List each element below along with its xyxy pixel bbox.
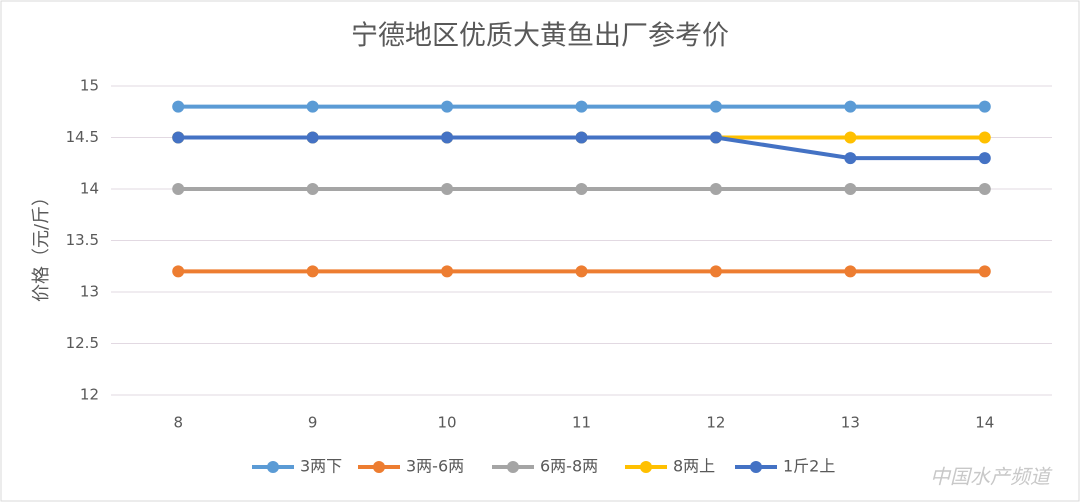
data-point: [306, 100, 319, 113]
legend-marker: [267, 461, 279, 473]
y-axis-label: 价格（元/斤）: [31, 188, 52, 302]
legend-marker: [507, 461, 519, 473]
data-point: [844, 265, 857, 278]
x-tick-label: 9: [308, 414, 318, 432]
data-point: [306, 265, 319, 278]
legend-label: 3两下: [300, 457, 342, 476]
x-tick-label: 12: [706, 414, 725, 432]
x-tick-label: 13: [841, 414, 860, 432]
legend-label: 3两-6两: [406, 457, 464, 476]
data-point: [575, 183, 588, 195]
legend-label: 6两-8两: [540, 457, 598, 476]
data-point: [978, 183, 991, 195]
legend-marker: [640, 461, 652, 473]
y-tick-label: 13.5: [66, 231, 99, 249]
y-tick-label: 14: [80, 180, 99, 198]
data-point: [844, 183, 857, 195]
y-tick-label: 12.5: [66, 334, 99, 352]
y-tick-label: 13: [80, 283, 99, 301]
data-point: [709, 183, 722, 195]
data-point: [844, 131, 857, 144]
data-point: [575, 131, 588, 144]
data-point: [441, 100, 454, 113]
data-point: [978, 152, 991, 165]
data-point: [844, 100, 857, 113]
data-point: [172, 100, 185, 113]
data-point: [709, 265, 722, 278]
data-point: [172, 183, 185, 195]
data-point: [172, 131, 185, 144]
data-point: [306, 131, 319, 144]
data-point: [978, 100, 991, 113]
data-point: [844, 152, 857, 165]
data-point: [709, 131, 722, 144]
y-tick-label: 12: [80, 386, 99, 404]
data-point: [575, 100, 588, 113]
watermark: 中国水产频道: [930, 465, 1053, 489]
legend-label: 8两上: [673, 457, 715, 476]
legend-marker: [750, 461, 762, 473]
data-point: [441, 183, 454, 195]
x-tick-label: 14: [975, 414, 994, 432]
data-point: [575, 265, 588, 278]
x-tick-label: 10: [438, 414, 457, 432]
data-point: [709, 100, 722, 113]
x-tick-label: 8: [173, 414, 183, 432]
legend-label: 1斤2上: [783, 457, 835, 476]
data-point: [306, 183, 319, 195]
data-point: [978, 131, 991, 144]
data-point: [441, 131, 454, 144]
legend-marker: [373, 461, 385, 473]
data-point: [978, 265, 991, 278]
y-tick-label: 14.5: [66, 128, 99, 146]
y-tick-label: 15: [80, 77, 99, 95]
chart-title: 宁德地区优质大黄鱼出厂参考价: [351, 21, 729, 52]
data-point: [172, 265, 185, 278]
x-tick-label: 11: [572, 414, 591, 432]
data-point: [441, 265, 454, 278]
